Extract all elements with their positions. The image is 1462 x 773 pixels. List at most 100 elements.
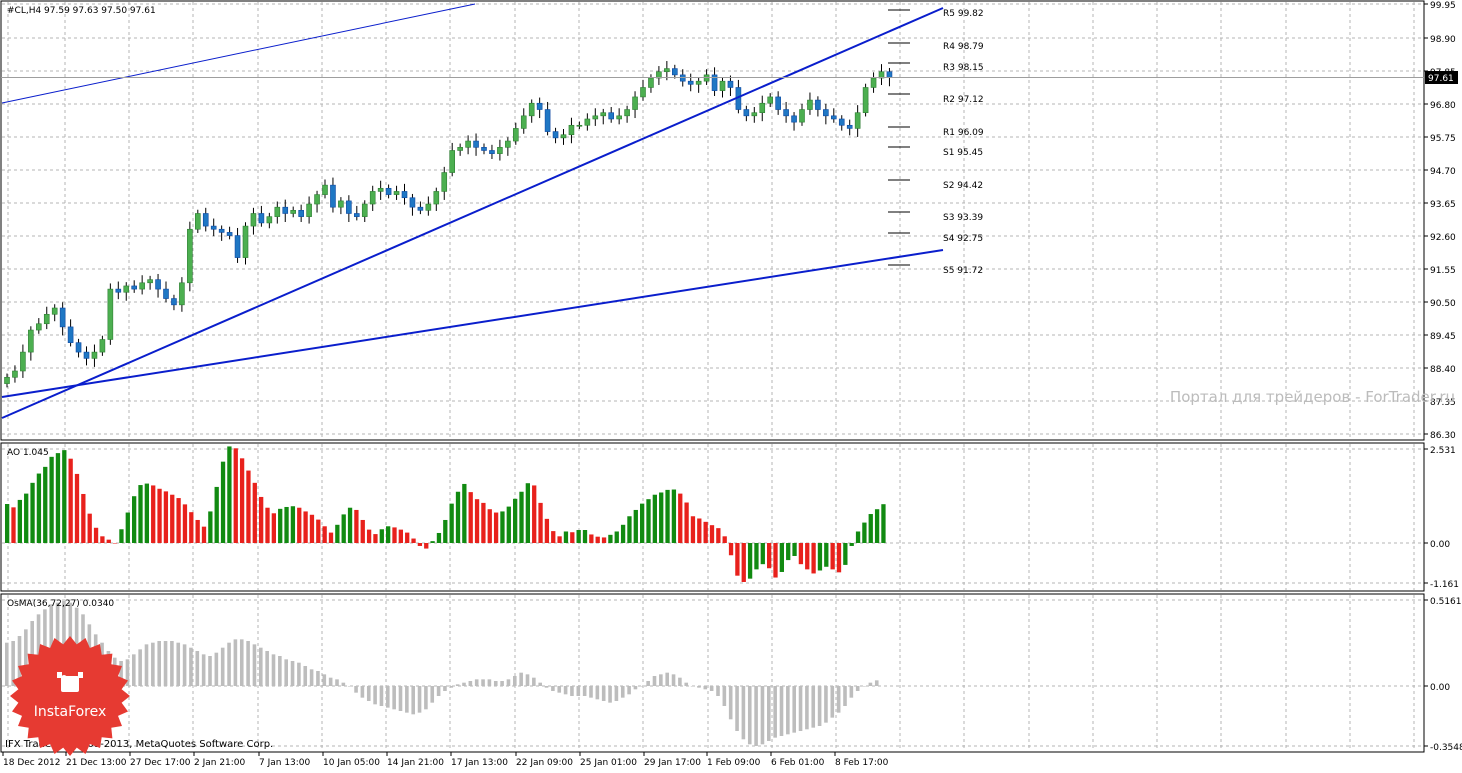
osma-bar: [443, 686, 447, 691]
osma-bar: [170, 641, 174, 686]
ao-bar: [532, 485, 537, 543]
ao-bar: [703, 521, 708, 543]
osma-bar: [214, 652, 219, 686]
osma-bar: [379, 686, 384, 706]
ao-bar: [570, 532, 575, 543]
osma-bar: [366, 686, 371, 701]
ao-bar: [119, 529, 124, 543]
osma-bar: [220, 647, 225, 686]
ao-bar: [157, 488, 162, 543]
pivot-label: S5 91.72: [943, 266, 983, 276]
candle: [314, 190, 320, 213]
ao-bar: [328, 532, 334, 543]
ao-bar: [608, 534, 613, 543]
price-tick-label: 98.90: [1430, 35, 1456, 45]
trend-line-main-support[interactable]: [1, 7, 944, 419]
ao-bar: [779, 543, 784, 572]
time-tick-label: 18 Dec 2012: [3, 758, 61, 768]
candle: [552, 127, 559, 144]
candle: [838, 115, 845, 131]
trend-lines[interactable]: [1, 3, 944, 419]
trend-line-upper-channel[interactable]: [1, 3, 476, 104]
ao-bar: [138, 485, 143, 543]
candle: [695, 77, 702, 93]
candle: [457, 143, 463, 156]
ao-bar: [659, 492, 664, 543]
candle: [131, 280, 137, 293]
osma-bar: [786, 686, 790, 735]
ao-bar: [455, 491, 461, 543]
osma-tick-label: 0.5161: [1430, 597, 1462, 607]
ao-bar: [227, 446, 232, 543]
candle: [560, 129, 567, 145]
ao-bar: [474, 499, 480, 543]
osma-bar: [741, 686, 746, 740]
candle: [783, 101, 789, 123]
candle: [719, 77, 726, 98]
osma-bar: [5, 642, 9, 686]
instaforex-logo: InstaForex: [10, 636, 130, 756]
price-tick-label: 91.55: [1430, 266, 1456, 276]
trend-line-lower-support[interactable]: [1, 249, 944, 398]
ao-bar: [722, 536, 727, 543]
candle: [767, 93, 774, 108]
ao-bar: [754, 543, 759, 570]
osma-bar: [487, 679, 492, 686]
ao-bar: [398, 529, 403, 543]
osma-bar: [138, 649, 142, 686]
osma-bar: [322, 674, 327, 686]
candle: [346, 195, 352, 222]
candle: [91, 344, 98, 367]
ao-bar: [843, 543, 848, 565]
candle: [536, 97, 543, 119]
osma-bar: [640, 686, 644, 687]
ao-bar: [68, 458, 73, 543]
candle: [242, 222, 249, 265]
ao-bar: [671, 489, 677, 543]
osma-bar: [868, 682, 873, 686]
ao-bar: [265, 507, 270, 543]
osma-bar: [201, 654, 206, 686]
osma-bar: [252, 644, 257, 686]
candle: [393, 185, 400, 200]
ao-bar: [589, 534, 594, 543]
osma-bar: [747, 686, 752, 745]
ao-bar: [335, 524, 340, 543]
candle: [35, 318, 42, 334]
osma-bar: [659, 674, 663, 686]
ao-bar: [747, 543, 753, 579]
ao-bar: [481, 502, 486, 543]
osma-bar: [538, 682, 542, 686]
ao-bar: [855, 531, 861, 543]
ao-bar: [881, 504, 886, 543]
ao-bar: [151, 485, 156, 543]
candle: [250, 207, 257, 235]
osma-bar: [468, 681, 473, 686]
candle: [338, 197, 344, 215]
candle: [417, 201, 424, 215]
candle: [409, 193, 416, 216]
ao-bar: [278, 508, 283, 543]
osma-bar: [500, 681, 504, 686]
ao-bar: [462, 483, 467, 543]
osma-bar: [519, 672, 523, 686]
ao-tick-label: -1.161: [1430, 580, 1459, 590]
osma-bar: [373, 686, 377, 705]
osma-bar: [836, 686, 841, 713]
ao-bar: [303, 511, 308, 543]
candle: [234, 227, 241, 263]
ao-bar: [836, 543, 842, 573]
osma-bar: [176, 642, 181, 686]
ao-bar: [347, 507, 353, 543]
osma-bar: [614, 686, 619, 701]
osma-bar: [563, 686, 568, 695]
ao-bar: [640, 503, 645, 543]
ao-bar: [405, 532, 410, 543]
candle: [123, 282, 130, 301]
ao-bar: [735, 543, 740, 576]
ao-bar: [297, 507, 302, 543]
osma-bar: [716, 686, 720, 696]
time-tick-label: 29 Jan 17:00: [644, 758, 701, 768]
